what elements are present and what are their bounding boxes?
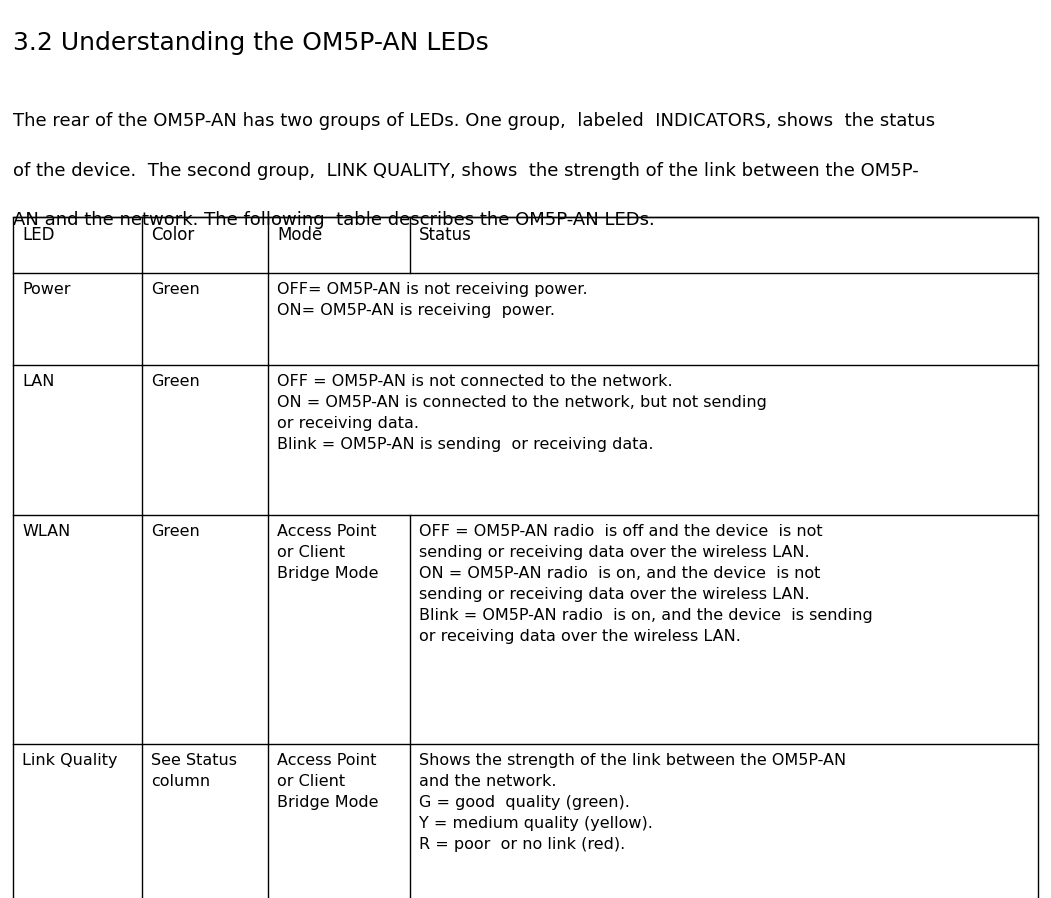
Text: OFF = OM5P-AN radio  is off and the device  is not
sending or receiving data ove: OFF = OM5P-AN radio is off and the devic… xyxy=(419,524,873,645)
Text: See Status
column: See Status column xyxy=(151,753,238,789)
Text: The rear of the OM5P-AN has two groups of LEDs. One group,  labeled  INDICATORS,: The rear of the OM5P-AN has two groups o… xyxy=(13,112,934,130)
Text: of the device.  The second group,  LINK QUALITY, shows  the strength of the link: of the device. The second group, LINK QU… xyxy=(13,162,919,180)
Text: LED: LED xyxy=(22,226,55,244)
Text: 3.2 Understanding the OM5P-AN LEDs: 3.2 Understanding the OM5P-AN LEDs xyxy=(13,31,489,56)
Text: Mode: Mode xyxy=(277,226,323,244)
Text: Shows the strength of the link between the OM5P-AN
and the network.
G = good  qu: Shows the strength of the link between t… xyxy=(419,753,846,852)
Text: LAN: LAN xyxy=(22,374,55,389)
Text: Green: Green xyxy=(151,374,200,389)
Text: WLAN: WLAN xyxy=(22,524,70,540)
Text: Color: Color xyxy=(151,226,194,244)
Text: Status: Status xyxy=(419,226,472,244)
Text: Green: Green xyxy=(151,282,200,297)
Text: Access Point
or Client
Bridge Mode: Access Point or Client Bridge Mode xyxy=(277,524,379,581)
Text: Green: Green xyxy=(151,524,200,540)
Bar xyxy=(13,217,1038,898)
Text: AN and the network. The following  table describes the OM5P-AN LEDs.: AN and the network. The following table … xyxy=(13,211,655,229)
Text: OFF= OM5P-AN is not receiving power.
ON= OM5P-AN is receiving  power.: OFF= OM5P-AN is not receiving power. ON=… xyxy=(277,282,589,318)
Text: OFF = OM5P-AN is not connected to the network.
ON = OM5P-AN is connected to the : OFF = OM5P-AN is not connected to the ne… xyxy=(277,374,767,452)
Text: Link Quality: Link Quality xyxy=(22,753,118,769)
Text: Power: Power xyxy=(22,282,70,297)
Text: Access Point
or Client
Bridge Mode: Access Point or Client Bridge Mode xyxy=(277,753,379,810)
